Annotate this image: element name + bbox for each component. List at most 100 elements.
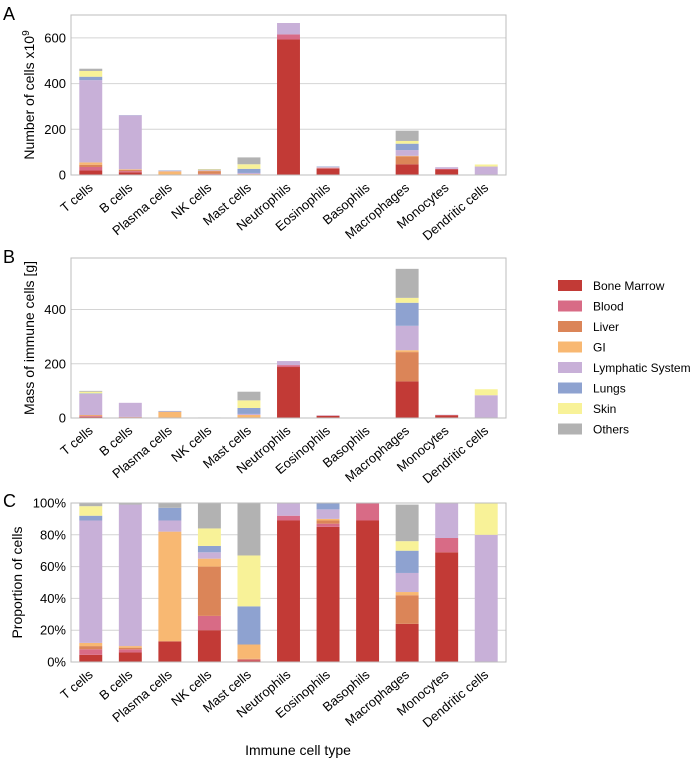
legend-entry: Bone Marrow — [558, 279, 665, 293]
bar-segment — [395, 550, 419, 573]
bar-segment — [395, 572, 419, 593]
y-tick-label: 400 — [44, 302, 66, 317]
bar-segment — [316, 503, 340, 510]
bar-segment — [79, 162, 103, 165]
bar-segment — [435, 552, 459, 662]
bar-segment — [237, 658, 261, 660]
bar-segment — [474, 164, 498, 167]
bar-segment — [356, 503, 380, 521]
bar-segment — [197, 566, 221, 616]
bar-segment — [395, 297, 419, 303]
plot-frame — [70, 14, 507, 176]
y-tick-label: 0 — [59, 411, 66, 426]
bar-segment — [277, 361, 300, 366]
bar-segment — [474, 395, 498, 418]
y-tick-label: 200 — [44, 122, 66, 137]
bar-segment — [118, 652, 142, 662]
y-tick-label: 0 — [59, 168, 66, 183]
bar-segment — [395, 164, 419, 175]
bar-segment — [237, 659, 261, 661]
y-tick-label: 0% — [47, 655, 66, 670]
bar-segment — [197, 503, 221, 529]
bar-segment — [356, 520, 380, 662]
bar-segment — [79, 393, 103, 394]
bar-segment — [316, 523, 340, 527]
bar-segment — [435, 169, 459, 175]
bar-segment — [277, 503, 300, 516]
bar-segment — [79, 642, 103, 647]
bar-segment — [79, 515, 103, 521]
bar-segment — [237, 164, 261, 169]
bar-segment — [435, 537, 459, 553]
bar-segment — [316, 415, 340, 418]
bar-segment — [79, 503, 103, 507]
bar-segment — [395, 381, 419, 418]
y-tick-label: 20% — [40, 623, 66, 638]
bar-segment — [277, 367, 300, 418]
bar-segment — [237, 415, 261, 418]
bar-segment — [79, 415, 103, 416]
bar-segment — [474, 503, 498, 535]
legend-label: Lymphatic System — [593, 361, 691, 375]
plot-frame — [70, 502, 507, 663]
bar-segment — [395, 140, 419, 144]
bar-segment — [395, 156, 419, 165]
bar-segment — [395, 350, 419, 353]
bar-segment — [316, 168, 340, 175]
bar-segment — [237, 391, 261, 401]
legend-label: Lungs — [593, 382, 626, 396]
bar-segment — [197, 630, 221, 662]
legend-swatch — [558, 382, 582, 394]
legend-swatch — [558, 280, 582, 291]
x-tick-label: T cells — [57, 179, 96, 215]
bar-segment — [237, 400, 261, 408]
bar-segment — [237, 168, 261, 173]
legend-entry: Liver — [558, 320, 619, 334]
bar-segment — [79, 520, 103, 643]
legend-entry: Lungs — [558, 382, 626, 396]
bar-segment — [474, 166, 498, 175]
bar-segment — [474, 534, 498, 662]
bar-segment — [158, 503, 182, 508]
bar-segment — [79, 649, 103, 655]
y-tick-label: 400 — [44, 76, 66, 91]
bar-segment — [197, 615, 221, 631]
y-axis-label: Proportion of cells — [9, 526, 25, 638]
bar-segment — [118, 171, 142, 173]
legend: Bone Marrow Blood Liver GI Lymphatic System L… — [558, 279, 691, 437]
bar-segment — [197, 552, 221, 559]
x-tick-label: T cells — [57, 422, 96, 458]
bar-segment — [277, 39, 300, 176]
bar-segment — [79, 416, 103, 418]
bar-segment — [435, 167, 459, 169]
legend-swatch — [558, 362, 582, 373]
bar-segment — [277, 23, 300, 35]
bar-segment — [118, 169, 142, 170]
bar-segment — [316, 518, 340, 521]
bar-segment — [79, 68, 103, 71]
bar-segment — [237, 172, 261, 175]
bar-segment — [79, 164, 103, 167]
bar-segment — [79, 71, 103, 77]
bar-segment — [316, 509, 340, 519]
bar-segment — [395, 504, 419, 542]
legend-label: GI — [593, 341, 606, 355]
legend-entry: Blood — [558, 300, 624, 314]
legend-swatch — [558, 321, 582, 332]
bar-segment — [237, 555, 261, 607]
bar-segment — [395, 325, 419, 351]
bar-segment — [158, 410, 182, 412]
bar-segment — [158, 641, 182, 662]
legend-entry: Lymphatic System — [558, 361, 691, 375]
bar-segment — [118, 169, 142, 172]
panel-label: C — [3, 491, 16, 511]
legend-entry: Others — [558, 423, 629, 437]
legend-label: Bone Marrow — [593, 279, 665, 293]
legend-label: Others — [593, 423, 629, 437]
plot-frame — [70, 257, 507, 419]
bar-segment — [395, 352, 419, 382]
bar-segment — [158, 507, 182, 521]
bar-segment — [158, 411, 182, 418]
y-tick-label: 200 — [44, 356, 66, 371]
